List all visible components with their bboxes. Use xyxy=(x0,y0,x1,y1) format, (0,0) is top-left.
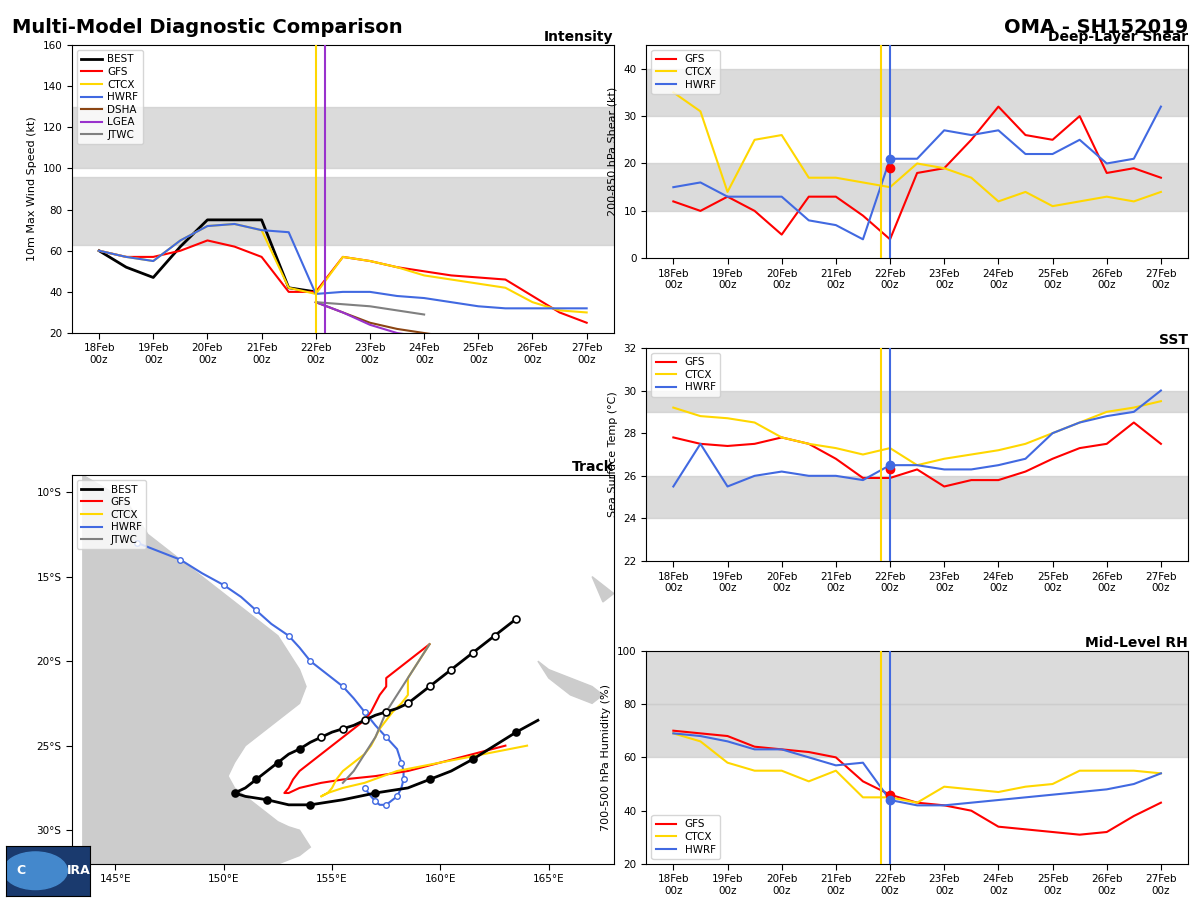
Text: Mid-Level RH: Mid-Level RH xyxy=(1085,635,1188,650)
Text: OMA - SH152019: OMA - SH152019 xyxy=(1003,18,1188,37)
Bar xyxy=(72,176,613,245)
Bar xyxy=(647,164,1188,211)
Text: Intensity: Intensity xyxy=(545,30,613,44)
Circle shape xyxy=(4,852,67,889)
Bar xyxy=(647,704,1188,758)
Legend: GFS, CTCX, HWRF: GFS, CTCX, HWRF xyxy=(652,353,720,397)
Bar xyxy=(647,476,1188,518)
Legend: GFS, CTCX, HWRF: GFS, CTCX, HWRF xyxy=(652,50,720,94)
Bar xyxy=(647,68,1188,116)
Text: Track: Track xyxy=(572,460,613,474)
Legend: BEST, GFS, CTCX, HWRF, DSHA, LGEA, JTWC: BEST, GFS, CTCX, HWRF, DSHA, LGEA, JTWC xyxy=(77,50,143,144)
Text: IRA: IRA xyxy=(66,864,90,878)
Polygon shape xyxy=(83,475,311,900)
Text: C: C xyxy=(17,864,25,878)
Bar xyxy=(647,391,1188,412)
Legend: GFS, CTCX, HWRF: GFS, CTCX, HWRF xyxy=(652,815,720,859)
Y-axis label: Sea Surface Temp (°C): Sea Surface Temp (°C) xyxy=(607,392,618,518)
Polygon shape xyxy=(538,662,602,704)
Y-axis label: 700-500 hPa Humidity (%): 700-500 hPa Humidity (%) xyxy=(601,684,611,831)
Y-axis label: 200-850 hPa Shear (kt): 200-850 hPa Shear (kt) xyxy=(608,87,618,216)
Text: SST: SST xyxy=(1159,333,1188,346)
Bar xyxy=(72,107,613,168)
Text: Deep-Layer Shear: Deep-Layer Shear xyxy=(1048,30,1188,44)
Polygon shape xyxy=(592,577,613,602)
Legend: BEST, GFS, CTCX, HWRF, JTWC: BEST, GFS, CTCX, HWRF, JTWC xyxy=(77,481,145,549)
Text: Multi-Model Diagnostic Comparison: Multi-Model Diagnostic Comparison xyxy=(12,18,403,37)
Bar xyxy=(647,651,1188,704)
Y-axis label: 10m Max Wind Speed (kt): 10m Max Wind Speed (kt) xyxy=(26,117,37,261)
